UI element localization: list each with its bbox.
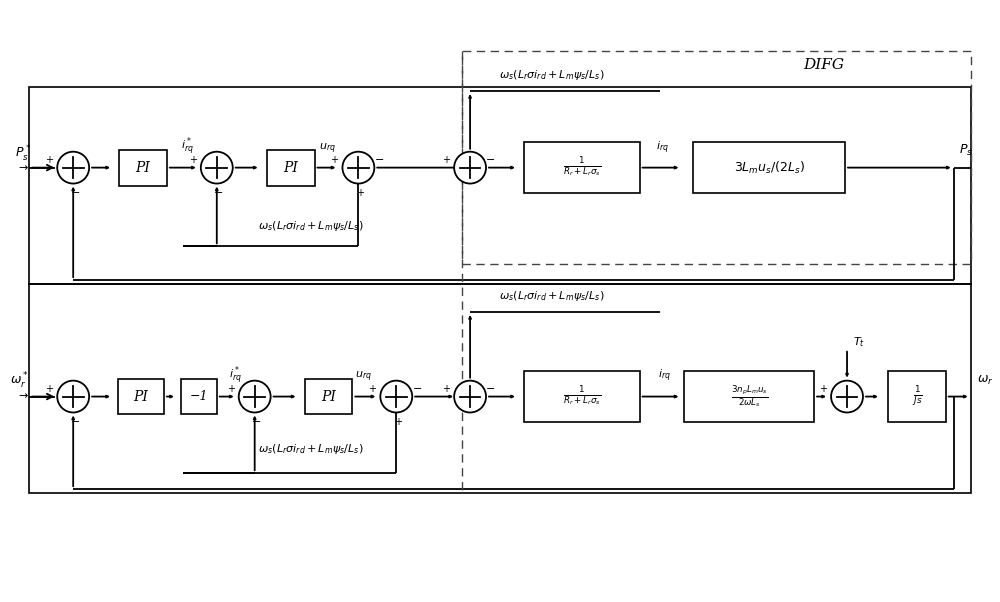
Circle shape [57, 380, 89, 412]
Bar [305, 379, 352, 414]
Text: +: + [189, 155, 197, 165]
Text: +: + [442, 383, 450, 394]
Bar [29, 87, 971, 284]
Text: +: + [394, 417, 402, 427]
Text: −: − [486, 383, 496, 394]
Bar [119, 150, 167, 185]
Text: DIFG: DIFG [804, 58, 845, 72]
Circle shape [831, 380, 863, 412]
Circle shape [380, 380, 412, 412]
Circle shape [201, 152, 233, 184]
Text: $P_s$: $P_s$ [959, 143, 973, 158]
Text: $P_s^*$: $P_s^*$ [15, 144, 31, 164]
Text: +: + [442, 155, 450, 165]
Text: +: + [45, 383, 53, 394]
Text: $\omega_r$: $\omega_r$ [977, 374, 993, 386]
Bar [462, 51, 971, 264]
Text: +: + [819, 383, 827, 394]
Bar [29, 284, 971, 493]
Circle shape [342, 152, 374, 184]
Text: +: + [45, 155, 53, 165]
Text: +: + [368, 383, 376, 394]
Bar [118, 379, 164, 414]
Text: −: − [375, 155, 384, 165]
Text: $i_{rq}^*$: $i_{rq}^*$ [229, 365, 242, 387]
Text: −1: −1 [190, 390, 208, 403]
Bar [181, 379, 217, 414]
Text: −: − [413, 383, 422, 394]
Bar [693, 141, 845, 193]
Circle shape [454, 152, 486, 184]
Text: →: → [19, 163, 28, 173]
Text: +: + [330, 155, 338, 165]
Text: $i_{rq}$: $i_{rq}$ [656, 139, 668, 155]
Text: $i_{rq}^*$: $i_{rq}^*$ [181, 136, 194, 158]
Text: +: + [227, 383, 235, 394]
Text: $\omega_s(L_r\sigma i_{rd}+L_m\psi_s/L_s)$: $\omega_s(L_r\sigma i_{rd}+L_m\psi_s/L_s… [258, 219, 363, 234]
Text: $\omega_s(L_r\sigma i_{rd}+L_m\psi_s/L_s)$: $\omega_s(L_r\sigma i_{rd}+L_m\psi_s/L_s… [499, 68, 605, 82]
Text: PI: PI [321, 389, 336, 403]
Text: PI: PI [134, 389, 148, 403]
Text: PI: PI [136, 161, 150, 175]
Text: $i_{rq}$: $i_{rq}$ [658, 368, 670, 385]
Text: $\omega_s(L_r\sigma i_{rd}+L_m\psi_s/L_s)$: $\omega_s(L_r\sigma i_{rd}+L_m\psi_s/L_s… [499, 289, 605, 303]
Bar [888, 371, 946, 423]
Text: $\frac{1}{Js}$: $\frac{1}{Js}$ [912, 385, 922, 409]
Text: $\omega_s(L_r\sigma i_{rd}+L_m\psi_s/L_s)$: $\omega_s(L_r\sigma i_{rd}+L_m\psi_s/L_s… [258, 442, 363, 456]
Text: $u_{rq}$: $u_{rq}$ [319, 141, 335, 155]
Bar [267, 150, 315, 185]
Circle shape [57, 152, 89, 184]
Text: −: − [214, 188, 223, 199]
Text: $u_{rq}$: $u_{rq}$ [355, 370, 372, 385]
Text: $T_t$: $T_t$ [853, 335, 865, 349]
Text: −: − [70, 417, 80, 427]
Text: →: → [19, 391, 28, 402]
Text: $\frac{1}{R_r+L_r\sigma_s}$: $\frac{1}{R_r+L_r\sigma_s}$ [563, 156, 601, 179]
Bar [524, 371, 640, 423]
Text: +: + [356, 188, 364, 199]
Text: −: − [70, 188, 80, 199]
Text: $\omega_r^*$: $\omega_r^*$ [10, 371, 29, 391]
Text: PI: PI [283, 161, 298, 175]
Circle shape [239, 380, 271, 412]
Circle shape [454, 380, 486, 412]
Bar [524, 141, 640, 193]
Text: $\frac{1}{R_r+L_r\sigma_s}$: $\frac{1}{R_r+L_r\sigma_s}$ [563, 385, 601, 408]
Text: −: − [486, 155, 496, 165]
Bar [684, 371, 814, 423]
Text: $\frac{3n_pL_mu_s}{2\omega L_s}$: $\frac{3n_pL_mu_s}{2\omega L_s}$ [731, 383, 768, 410]
Text: $3L_mu_s/(2L_s)$: $3L_mu_s/(2L_s)$ [734, 160, 805, 176]
Text: −: − [252, 417, 261, 427]
